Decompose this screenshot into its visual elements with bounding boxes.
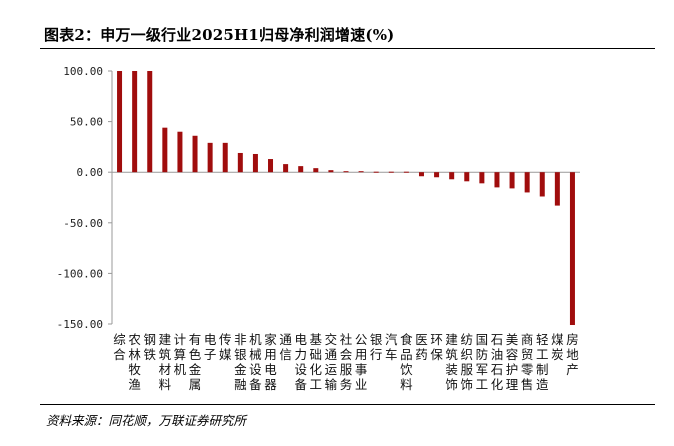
label-layer: 综合农林牧渔钢铁建筑材料计算机有色金属电子传媒非银金融机械设备家用电器通信电力设… [113,332,579,392]
category-label: 纺织服饰 [461,332,474,392]
category-label: 煤炭 [551,332,564,362]
category-label: 公用事业 [355,332,368,392]
bar [403,171,409,173]
bar [207,142,213,173]
bar [509,172,515,189]
title-bar: 图表2：申万一级行业2025H1归母净利润增速(%) [40,22,655,49]
category-label: 交通运输 [325,332,338,392]
bar [268,159,274,173]
bar [373,171,379,173]
bar-layer [117,71,575,326]
category-label: 计算机 [174,332,187,377]
category-label: 非银金融 [234,332,247,392]
category-label: 医药 [415,332,428,362]
bar [343,171,349,173]
bar [494,172,500,188]
bar [237,152,243,173]
category-label: 美容护理 [506,332,519,392]
bar [147,71,153,173]
bar [388,171,394,173]
y-tick-label: -100.00 [57,267,103,280]
category-label: 社会服务 [340,332,353,392]
category-label: 传媒 [219,332,232,362]
y-tick-label: -50.00 [63,217,103,230]
bar [418,172,424,177]
category-label: 汽车 [385,332,398,362]
category-label: 基础化工 [310,332,323,392]
bar [222,142,228,173]
bar [298,166,304,173]
bar [117,71,123,173]
bar [449,172,455,180]
bar [554,172,560,206]
category-label: 家用电器 [264,332,277,392]
category-label: 房地产 [566,332,579,377]
category-label: 机械设备 [249,332,262,392]
category-label: 建筑材料 [159,332,172,392]
bar [479,172,485,184]
category-label: 银行 [370,332,383,362]
category-label: 环保 [430,332,443,362]
y-tick-label: 100.00 [63,65,103,78]
bar [464,172,470,182]
source-note: 资料来源：同花顺，万联证券研究所 [46,413,247,428]
category-label: 农林牧渔 [128,332,141,392]
category-label: 商贸零售 [521,332,534,392]
bar [162,127,168,173]
bar [177,131,183,173]
bar [252,153,258,173]
category-label: 电子 [204,332,217,362]
category-label: 石油石化 [491,332,504,392]
category-label: 通信 [279,332,292,362]
category-label: 国防军工 [476,332,489,392]
y-tick-label: 50.00 [70,116,103,129]
category-label: 电力设备 [294,332,307,392]
page-title: 图表2：申万一级行业2025H1归母净利润增速(%) [44,26,395,44]
y-tick-label: -150.00 [57,318,103,331]
bar [132,71,138,173]
bar [434,172,440,178]
bar [569,172,575,326]
bar [539,172,545,197]
y-tick-label: 0.00 [77,166,104,179]
category-label: 建筑装饰 [445,332,458,392]
category-label: 轻工制造 [536,332,549,392]
category-label: 钢铁 [143,332,156,362]
axis-layer: 100.00 50.00 0.00 -50.00 -100.00 -150.00 [57,65,580,331]
category-label: 综合 [113,332,126,362]
category-label: 食品饮料 [400,332,413,392]
bar [524,172,530,193]
category-label: 有色金属 [189,332,202,392]
source-bar: 资料来源：同花顺，万联证券研究所 [40,404,655,428]
bar [283,164,289,173]
bar [328,170,334,173]
bar [313,168,319,173]
bar [192,135,198,173]
bar [358,171,364,173]
